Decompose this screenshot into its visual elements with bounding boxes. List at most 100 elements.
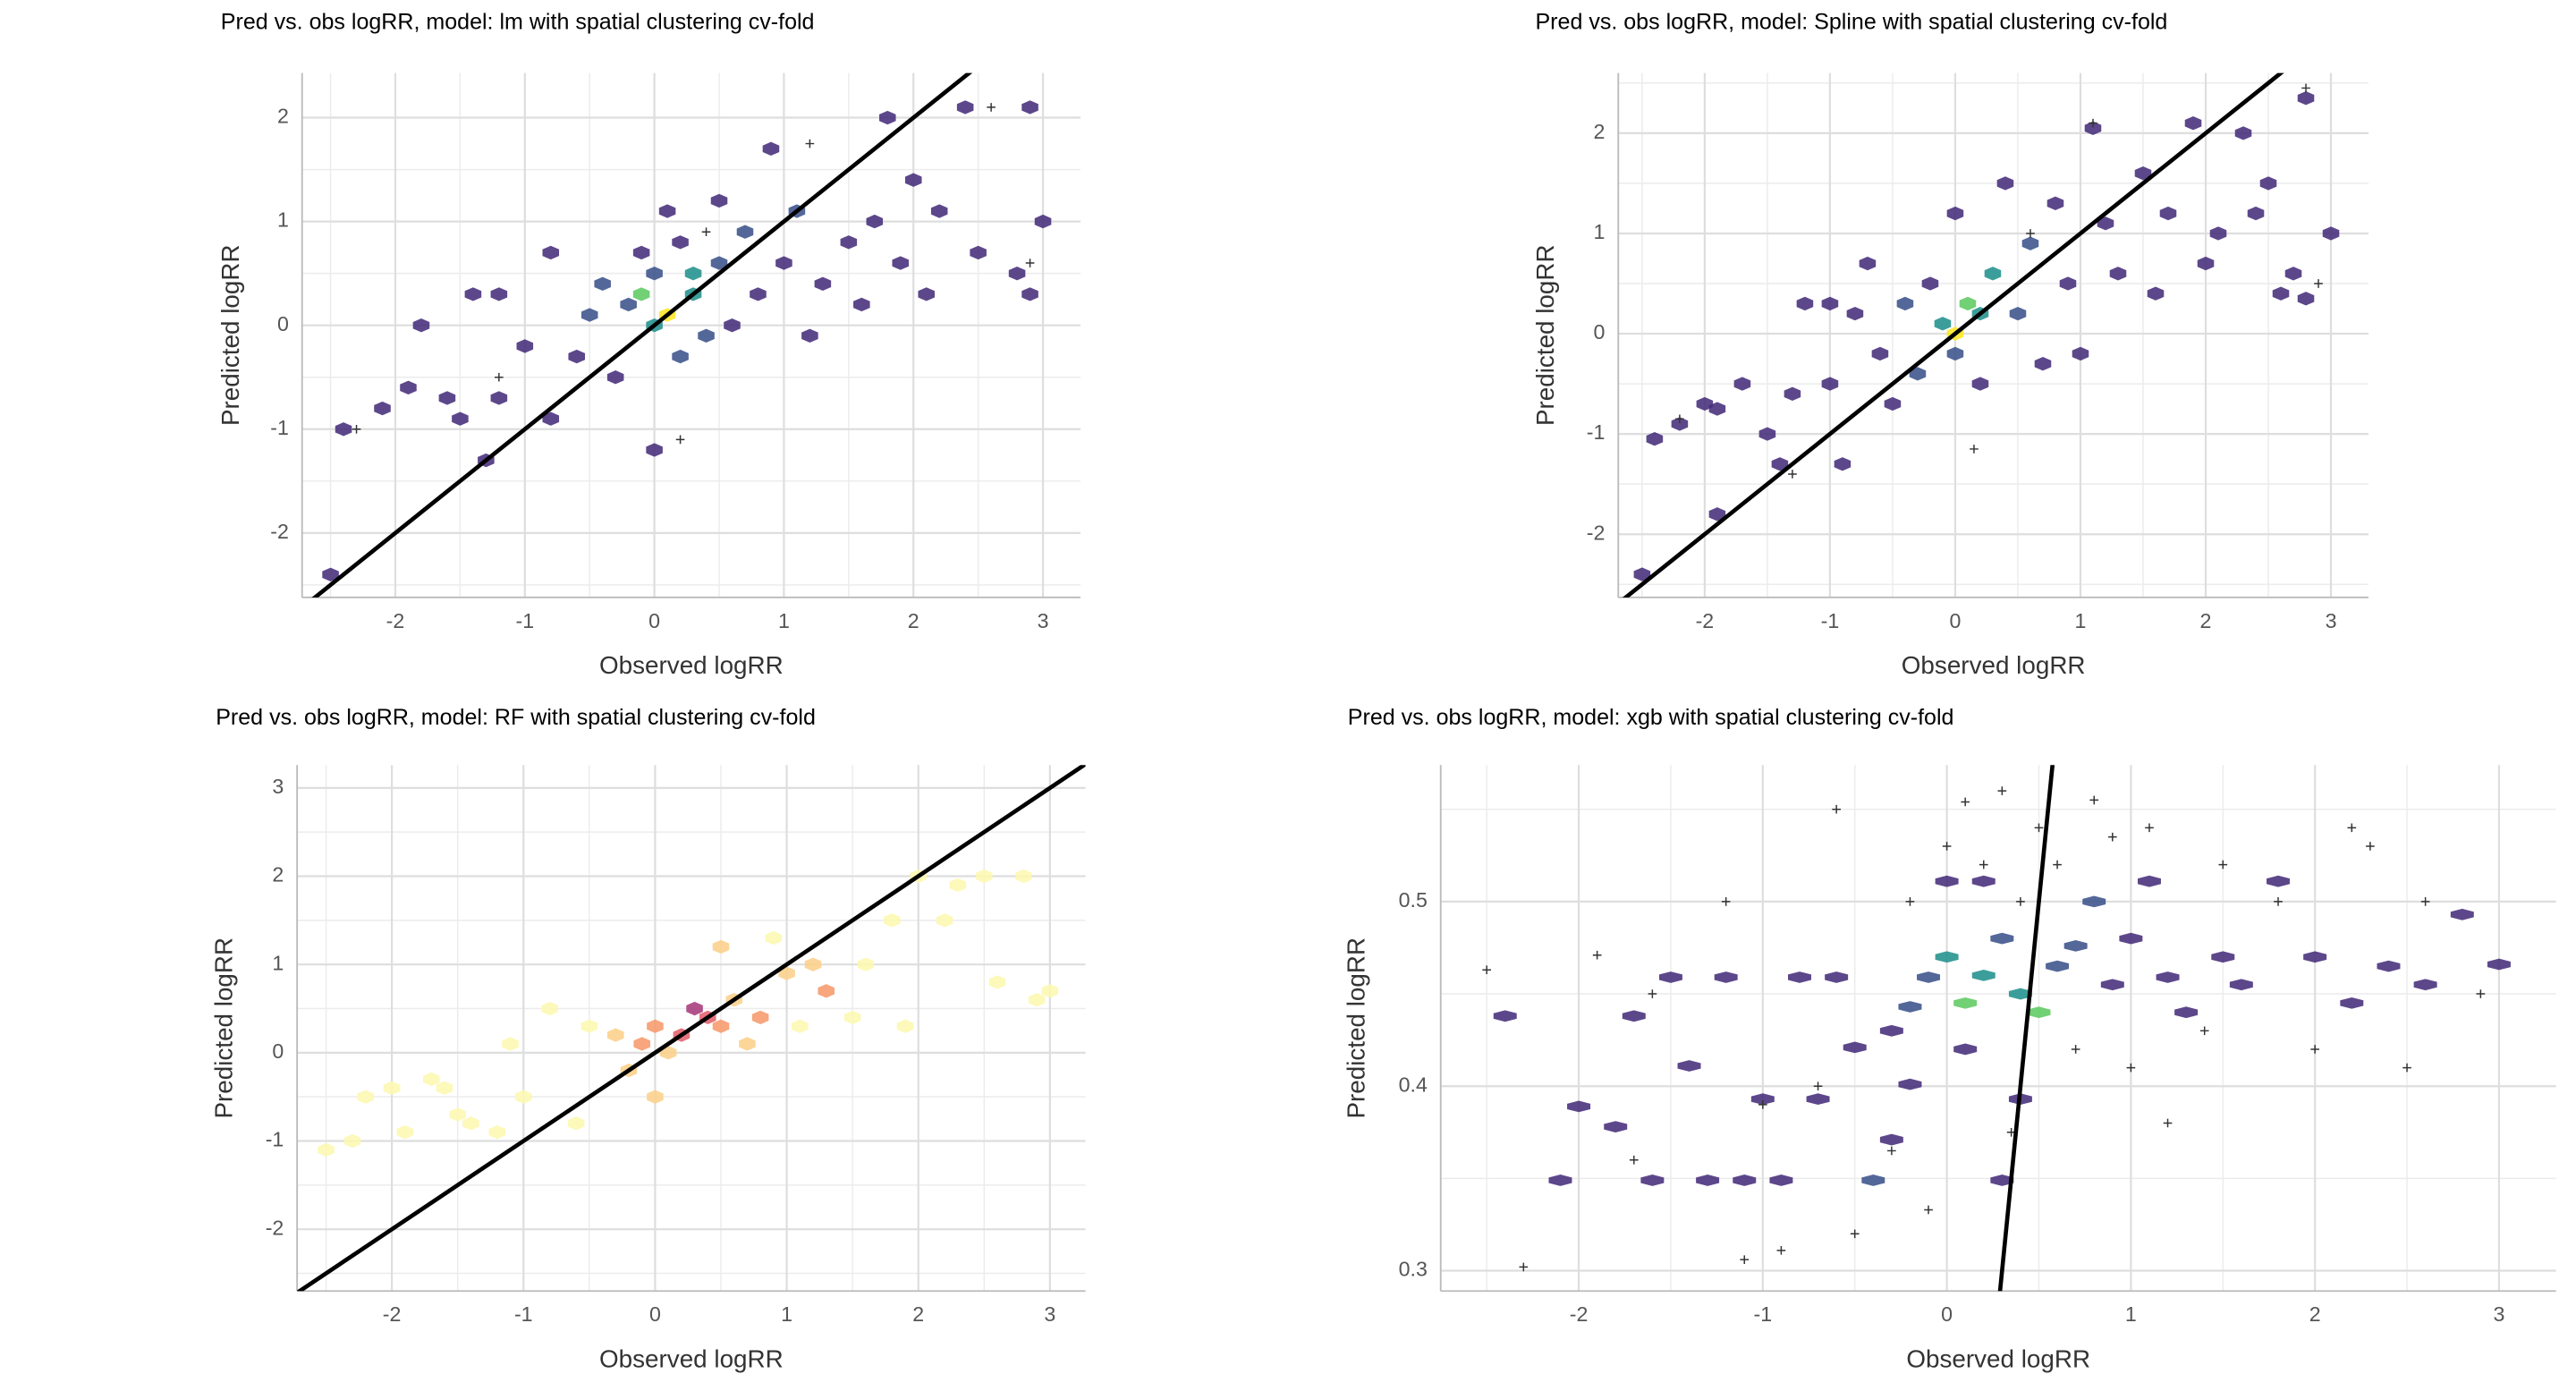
y-tick-label: 2 — [1594, 120, 1606, 143]
hexbin — [904, 173, 922, 187]
hexbin — [724, 318, 741, 333]
x-tick-label: -2 — [386, 609, 405, 632]
x-tick-label: 0 — [649, 1302, 661, 1326]
y-tick-label: -1 — [1587, 420, 1606, 444]
hexbin — [514, 1090, 532, 1104]
hexbin — [357, 1090, 374, 1104]
hexbin — [659, 1046, 677, 1060]
hexbin — [1658, 971, 1682, 983]
hexbin — [710, 193, 728, 208]
hexbin — [949, 878, 967, 893]
y-tick-label: 1 — [272, 951, 284, 974]
hexbin — [580, 1019, 598, 1033]
hexbin — [335, 422, 352, 437]
reference-line — [311, 72, 973, 598]
hexbin — [647, 1090, 664, 1104]
point — [352, 424, 361, 434]
reference-line — [1622, 72, 2284, 598]
hexbin — [750, 287, 767, 301]
hexbin — [2134, 166, 2152, 181]
hexbin — [1821, 296, 1839, 311]
hexbin — [739, 1037, 756, 1051]
hexbin — [580, 308, 598, 322]
hexbin — [400, 380, 417, 395]
chart-title: Pred vs. obs logRR, model: Spline with s… — [1535, 10, 2167, 35]
point — [1997, 786, 2007, 795]
hexbin — [646, 443, 663, 457]
point — [2402, 1063, 2411, 1073]
hexbin — [1622, 1010, 1646, 1022]
hexbin — [1671, 417, 1689, 431]
point — [2163, 1118, 2173, 1128]
hexbin — [1708, 402, 1726, 416]
hexbin — [647, 1019, 664, 1033]
hexbin — [2267, 875, 2290, 887]
hexbin — [1008, 266, 1026, 281]
hexbin — [2487, 958, 2511, 971]
hexbin — [843, 1010, 861, 1025]
hexbin — [1733, 377, 1751, 391]
panel: Pred vs. obs logRR, model: RF with spati… — [210, 705, 1086, 1373]
point — [2314, 279, 2323, 288]
hexbin — [502, 1037, 519, 1051]
hexbin — [2137, 875, 2161, 887]
hexbin — [1028, 992, 1046, 1007]
hexbin — [2272, 286, 2290, 301]
hexbin — [1984, 267, 2002, 281]
hexbin — [857, 957, 875, 971]
hexbin — [2184, 115, 2202, 131]
hexbin — [2450, 908, 2474, 920]
hexbin — [462, 1116, 479, 1131]
hexbin — [751, 1010, 769, 1025]
hexbin — [1921, 276, 1939, 291]
hexbin — [762, 141, 780, 157]
hexbin — [1834, 457, 1852, 471]
x-tick-label: 1 — [2075, 609, 2087, 632]
point — [2301, 83, 2310, 93]
hexbin — [1604, 1121, 1628, 1133]
x-tick-label: -1 — [1821, 609, 1840, 632]
point — [2026, 229, 2035, 238]
hexbin — [1750, 1093, 1775, 1106]
hexbin — [464, 287, 482, 301]
y-tick-label: 1 — [1594, 220, 1606, 243]
plot-area — [297, 765, 1086, 1292]
hexbin — [1990, 1175, 2014, 1186]
hexbin — [1996, 176, 2014, 191]
y-tick-label: 2 — [277, 105, 289, 128]
hexbin — [343, 1133, 361, 1149]
point — [2347, 823, 2357, 833]
hexbin — [1784, 386, 1801, 401]
hexbin — [1733, 1175, 1757, 1186]
point — [1592, 950, 1602, 960]
hexbin — [686, 1001, 703, 1016]
chart-title: Pred vs. obs logRR, model: lm with spati… — [221, 10, 815, 35]
hexbin — [383, 1081, 401, 1095]
y-tick-label: 1 — [277, 208, 289, 232]
hexbin — [2084, 121, 2102, 135]
plot-area — [311, 72, 1052, 598]
plot-area — [1482, 765, 2511, 1292]
hexbin — [804, 957, 822, 971]
point — [2126, 1063, 2136, 1073]
x-tick-label: -1 — [515, 609, 534, 632]
reference-line — [297, 765, 1086, 1292]
y-axis-label: Predicted logRR — [1342, 937, 1369, 1119]
hexbin — [930, 204, 948, 218]
hexbin — [988, 975, 1006, 989]
hexbin — [1871, 346, 1889, 361]
point — [1740, 1255, 1750, 1264]
hexbin — [1787, 971, 1811, 983]
hexbin — [1859, 256, 1877, 271]
hexbin — [672, 235, 689, 250]
hexbin — [2209, 226, 2227, 241]
hexbin — [2322, 226, 2340, 241]
y-tick-label: -2 — [1587, 521, 1606, 544]
y-tick-label: 0.5 — [1399, 888, 1428, 912]
point — [1721, 897, 1731, 906]
hexbin — [658, 204, 676, 218]
hexbin — [775, 256, 792, 270]
point — [2089, 118, 2097, 128]
x-tick-label: -2 — [1570, 1302, 1589, 1326]
plot-area — [1622, 72, 2340, 598]
